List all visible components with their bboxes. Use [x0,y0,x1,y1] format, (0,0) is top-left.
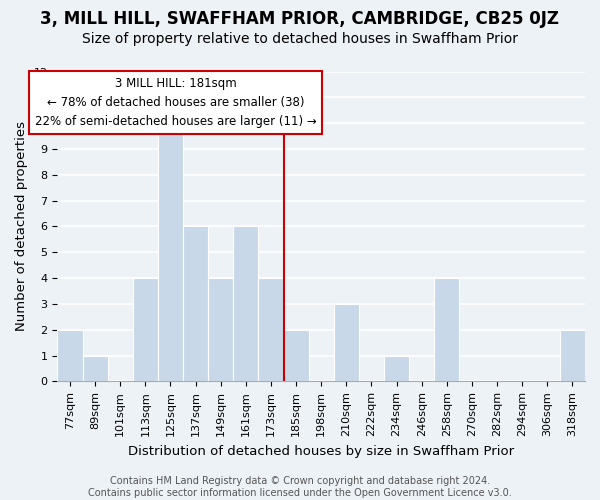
Bar [208,278,233,382]
Bar [560,330,585,382]
Text: 3, MILL HILL, SWAFFHAM PRIOR, CAMBRIDGE, CB25 0JZ: 3, MILL HILL, SWAFFHAM PRIOR, CAMBRIDGE,… [41,10,560,28]
Bar [334,304,359,382]
Bar [183,226,208,382]
Bar [233,226,259,382]
Text: Size of property relative to detached houses in Swaffham Prior: Size of property relative to detached ho… [82,32,518,46]
Bar [259,278,284,382]
Bar [133,278,158,382]
Bar [284,330,308,382]
Bar [58,330,83,382]
Bar [83,356,107,382]
Bar [434,278,460,382]
Bar [158,123,183,382]
X-axis label: Distribution of detached houses by size in Swaffham Prior: Distribution of detached houses by size … [128,444,514,458]
Text: Contains HM Land Registry data © Crown copyright and database right 2024.
Contai: Contains HM Land Registry data © Crown c… [88,476,512,498]
Bar [384,356,409,382]
Y-axis label: Number of detached properties: Number of detached properties [15,122,28,332]
Text: 3 MILL HILL: 181sqm
← 78% of detached houses are smaller (38)
22% of semi-detach: 3 MILL HILL: 181sqm ← 78% of detached ho… [35,76,316,128]
